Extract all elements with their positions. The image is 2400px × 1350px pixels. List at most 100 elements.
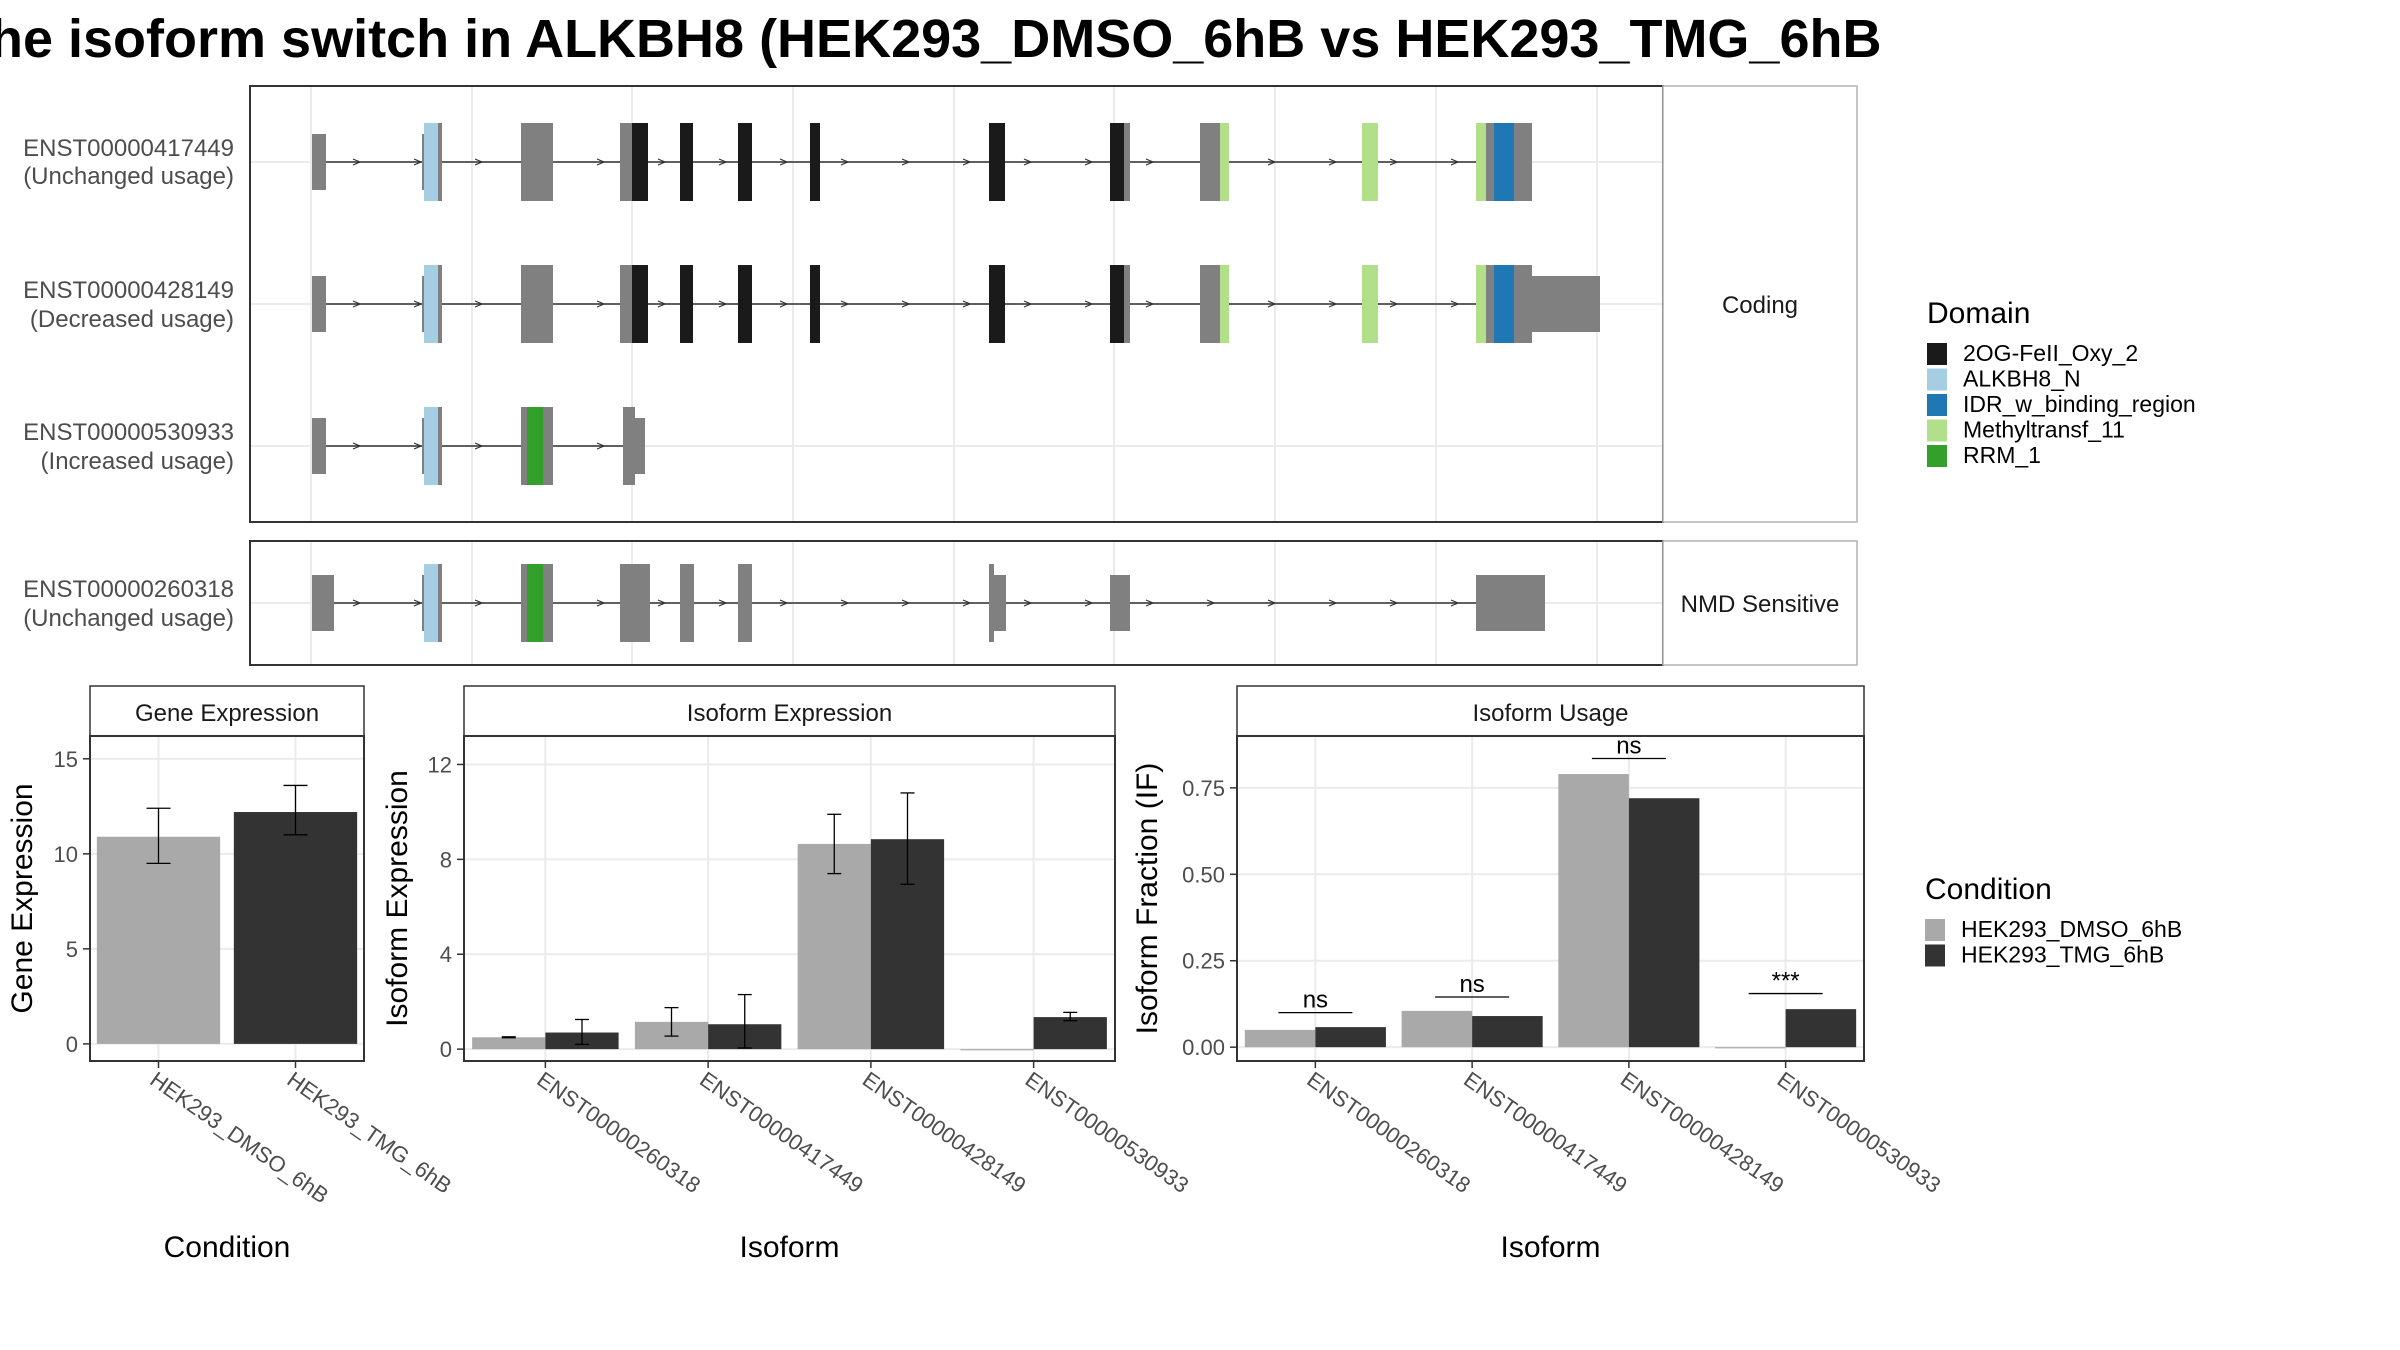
transcript-row	[312, 265, 1600, 343]
direction-arrow	[596, 300, 606, 308]
direction-arrow	[1389, 599, 1399, 607]
exon	[312, 134, 326, 190]
chart-strip	[89, 685, 365, 737]
transcript-label-usage: (Decreased usage)	[30, 306, 234, 333]
chart-panel-border	[463, 735, 1116, 1062]
nmd-strip-label: NMD Sensitive	[1681, 591, 1840, 618]
bar	[797, 843, 871, 1050]
direction-arrow	[779, 599, 789, 607]
direction-arrow	[1267, 599, 1277, 607]
chart-strip-label: Isoform Usage	[1472, 700, 1628, 727]
direction-arrow	[474, 442, 484, 450]
exon	[620, 265, 632, 343]
direction-arrow	[718, 158, 728, 166]
direction-arrow	[596, 158, 606, 166]
direction-arrow	[1145, 158, 1155, 166]
direction-arrow	[840, 158, 850, 166]
direction-arrow	[657, 158, 667, 166]
exon	[738, 123, 752, 201]
domain-legend-swatch	[1927, 394, 1947, 416]
direction-arrow	[1450, 300, 1460, 308]
exon	[422, 418, 424, 474]
direction-arrow	[1328, 158, 1338, 166]
direction-arrow	[1023, 599, 1033, 607]
exon	[521, 265, 553, 343]
x-axis-title: Isoform	[1500, 1231, 1600, 1264]
exon	[312, 276, 326, 332]
exon	[1486, 265, 1494, 343]
condition-legend-swatch	[1925, 919, 1945, 941]
significance-label: ns	[1303, 987, 1328, 1014]
domain-legend-swatch	[1927, 343, 1947, 365]
direction-arrow	[962, 158, 972, 166]
direction-arrow	[352, 442, 362, 450]
condition-legend-label: HEK293_DMSO_6hB	[1961, 916, 2182, 942]
exon	[1200, 265, 1220, 343]
exon	[543, 564, 553, 642]
exon	[543, 407, 553, 485]
domain-legend-label: IDR_w_binding_region	[1963, 391, 2196, 417]
exon	[1514, 265, 1532, 343]
chart-panel-border	[89, 735, 365, 1062]
domain-legend-label: 2OG-FeII_Oxy_2	[1963, 340, 2138, 366]
bar-charts: Gene Expression051015HEK293_DMSO_6hBHEK2…	[6, 685, 1945, 1264]
domain-legend-label: Methyltransf_11	[1963, 417, 2125, 443]
exon	[424, 265, 438, 343]
direction-arrow	[718, 599, 728, 607]
exon	[680, 564, 694, 642]
direction-arrow	[1450, 158, 1460, 166]
exon	[422, 575, 424, 631]
exon	[1220, 123, 1229, 201]
chart-panel: Isoform Usagensnsns***0.000.250.500.75EN…	[1131, 685, 1945, 1264]
exon	[1476, 123, 1486, 201]
x-axis-title: Condition	[164, 1231, 291, 1264]
bar	[472, 1037, 546, 1050]
exon	[810, 123, 820, 201]
bar	[1715, 1047, 1786, 1049]
domain-legend-label: ALKBH8_N	[1963, 366, 2081, 392]
y-tick-label: 0.75	[1182, 776, 1225, 801]
y-axis-title: Gene Expression	[6, 783, 39, 1013]
transcript-label-id: ENST00000260318	[23, 576, 234, 603]
exon	[632, 265, 648, 343]
exon	[989, 265, 1005, 343]
exon	[1362, 265, 1378, 343]
direction-arrow	[657, 599, 667, 607]
y-tick-label: 8	[440, 847, 452, 872]
transcript-label-id: ENST00000428149	[23, 277, 234, 304]
exon	[1124, 265, 1130, 343]
exon	[438, 123, 442, 201]
exon	[1110, 123, 1124, 201]
domain-legend-swatch	[1927, 368, 1947, 391]
exon	[1494, 265, 1514, 343]
direction-arrow	[352, 599, 362, 607]
direction-arrow	[413, 158, 423, 166]
direction-arrow	[657, 300, 667, 308]
y-tick-label: 0	[66, 1032, 78, 1057]
condition-legend-label: HEK293_TMG_6hB	[1961, 942, 2164, 968]
x-tick-label: ENST00000530933	[1021, 1067, 1194, 1198]
exon	[989, 123, 1005, 201]
direction-arrow	[779, 300, 789, 308]
exon	[1476, 265, 1486, 343]
condition-legend-title: Condition	[1925, 873, 2052, 906]
x-tick-label: ENST00000428149	[1616, 1067, 1789, 1198]
exon	[1220, 265, 1229, 343]
exon	[312, 418, 326, 474]
x-tick-label: ENST00000417449	[1459, 1067, 1632, 1198]
condition-legend-swatch	[1925, 944, 1945, 967]
exon	[1486, 123, 1494, 201]
domain-legend-swatch	[1927, 445, 1947, 467]
chart-strip-label: Gene Expression	[135, 700, 319, 727]
direction-arrow	[1450, 599, 1460, 607]
bar	[233, 812, 358, 1044]
direction-arrow	[1084, 158, 1094, 166]
transcript-structure-panel: Coding NMD Sensitive ENST00000417449 (Un…	[23, 85, 1858, 666]
transcript-row	[312, 407, 645, 485]
transcript-label-id: ENST00000417449	[23, 135, 234, 162]
exon	[521, 564, 527, 642]
transcript-row	[312, 123, 1532, 201]
bar	[960, 1049, 1034, 1051]
exon	[1200, 123, 1220, 201]
bar	[1785, 1009, 1857, 1048]
